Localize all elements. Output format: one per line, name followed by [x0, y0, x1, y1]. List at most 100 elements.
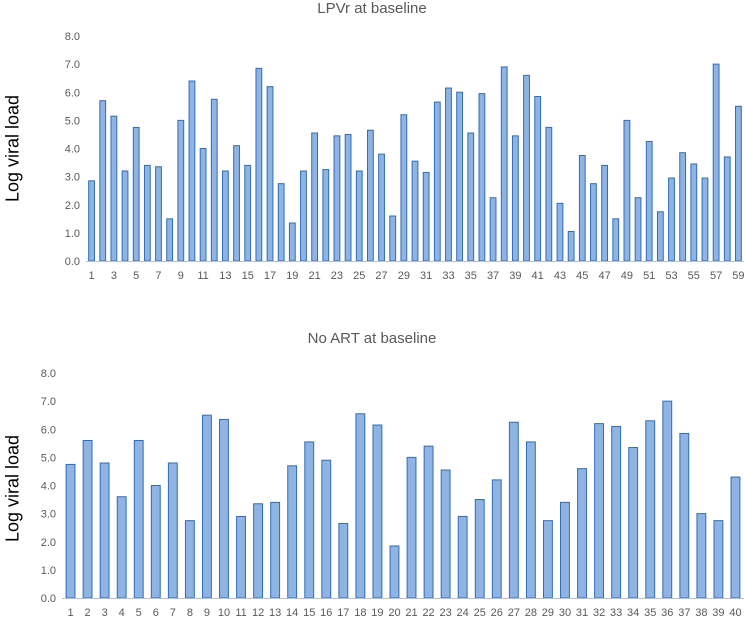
x-tick-label: 13: [269, 607, 281, 619]
x-tick-label: 31: [420, 270, 432, 282]
bar: [645, 140, 653, 262]
y-tick-label: 1.0: [41, 565, 56, 577]
x-tick-label: 57: [710, 270, 722, 282]
x-tick-label: 31: [576, 607, 588, 619]
bar: [344, 133, 352, 262]
bar: [210, 98, 218, 262]
x-tick-label: 25: [474, 607, 486, 619]
bar: [366, 129, 374, 262]
bar: [255, 67, 263, 262]
x-tick-label: 22: [422, 607, 434, 619]
x-tick-label: 1: [67, 607, 73, 619]
bar: [155, 166, 162, 262]
bar: [735, 105, 742, 262]
x-tick-label: 5: [136, 607, 142, 619]
x-tick-label: 13: [219, 270, 231, 282]
bar: [713, 520, 724, 599]
y-tick-label: 8.0: [65, 31, 80, 43]
bar: [288, 222, 296, 262]
bar: [333, 135, 341, 262]
x-tick-label: 3: [102, 607, 108, 619]
bar: [423, 445, 434, 599]
bar: [311, 132, 319, 262]
bar: [623, 119, 631, 262]
x-tick-label: 12: [252, 607, 264, 619]
bar: [116, 496, 127, 599]
bar: [668, 177, 675, 262]
bar: [500, 66, 508, 262]
bar: [321, 459, 332, 599]
x-tick-label: 29: [542, 607, 554, 619]
y-tick-label: 6.0: [65, 87, 80, 99]
y-tick-label: 4.0: [65, 144, 80, 156]
y-tick-label: 5.0: [41, 452, 56, 464]
bar: [338, 522, 349, 599]
bar: [184, 520, 195, 599]
x-tick-label: 38: [695, 607, 707, 619]
bar: [523, 74, 530, 262]
chart-title: LPVr at baseline: [317, 0, 427, 17]
x-tick-label: 40: [729, 607, 741, 619]
bar: [99, 100, 107, 262]
x-tick-label: 19: [286, 270, 298, 282]
bar: [489, 197, 497, 262]
bar: [445, 87, 452, 262]
bar: [456, 91, 464, 262]
y-tick-label: 3.0: [65, 172, 80, 184]
x-tick-label: 29: [398, 270, 410, 282]
x-tick-label: 27: [508, 607, 520, 619]
x-tick-label: 3: [111, 270, 117, 282]
bar: [177, 119, 185, 262]
chart-svg: 0.01.02.03.04.05.06.07.08.01 3 5 7 9 11 13 15 17…: [65, 31, 744, 282]
y-tick-label: 5.0: [65, 115, 80, 127]
x-tick-label: 10: [218, 607, 230, 619]
x-tick-label: 21: [309, 270, 321, 282]
bar: [355, 413, 366, 599]
x-tick-label: 37: [678, 607, 690, 619]
bar: [132, 126, 140, 262]
bar: [82, 440, 93, 599]
bar: [389, 215, 397, 262]
bar: [656, 211, 664, 262]
bar: [690, 163, 698, 262]
bar: [188, 80, 196, 262]
x-tick-label: 21: [405, 607, 417, 619]
bar: [166, 218, 174, 262]
bar: [389, 545, 400, 599]
bar: [266, 86, 274, 262]
bar: [545, 126, 553, 262]
bar: [601, 164, 608, 262]
bar: [567, 230, 575, 262]
bar: [457, 515, 468, 599]
x-tick-label: 30: [559, 607, 571, 619]
y-tick-label: 0.0: [41, 593, 56, 605]
bar: [65, 463, 76, 599]
x-tick-label: 9: [204, 607, 210, 619]
bar: [662, 400, 673, 599]
x-tick-label: 53: [665, 270, 677, 282]
bar: [612, 218, 620, 262]
x-tick-label: 19: [371, 607, 383, 619]
y-tick-label: 7.0: [65, 59, 80, 71]
bar: [701, 177, 709, 262]
bar: [201, 414, 212, 599]
bar: [730, 476, 741, 599]
bar: [110, 115, 118, 262]
x-tick-label: 33: [610, 607, 622, 619]
bar: [378, 153, 385, 262]
bar: [560, 501, 570, 599]
x-tick-label: 11: [235, 607, 246, 619]
bar: [270, 501, 281, 599]
x-tick-label: 41: [532, 270, 544, 282]
bar: [679, 152, 687, 262]
bar: [411, 160, 419, 262]
bar: [253, 503, 264, 599]
x-tick-label: 28: [525, 607, 537, 619]
x-tick-label: 55: [688, 270, 700, 282]
x-tick-label: 26: [491, 607, 503, 619]
x-tick-label: 39: [509, 270, 521, 282]
bar: [723, 156, 731, 262]
x-tick-label: 6: [153, 607, 159, 619]
bar: [474, 499, 485, 599]
bar: [121, 170, 129, 262]
